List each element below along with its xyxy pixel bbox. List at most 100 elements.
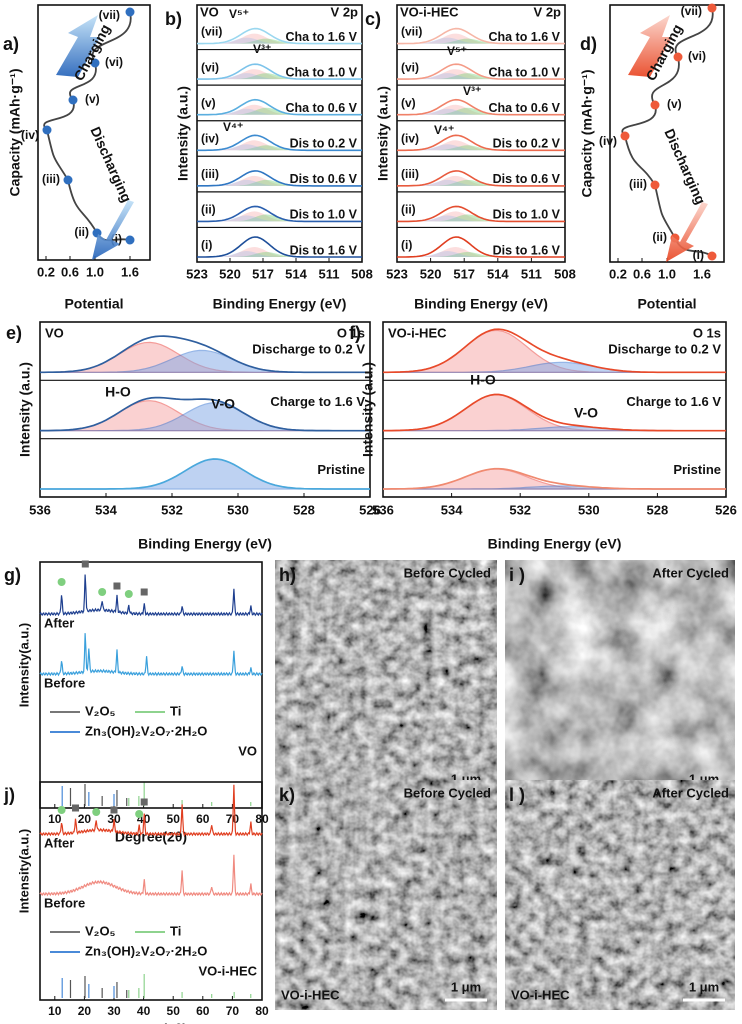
xrd-trace (39, 633, 263, 677)
x-tick-label: 50 (167, 1004, 181, 1018)
row-state: Dis to 1.6 V (290, 243, 358, 257)
x-tick-label: 530 (227, 502, 249, 517)
state-label: (iv) (21, 128, 39, 142)
panel-label: l ) (509, 785, 525, 805)
state-label: (i) (111, 232, 122, 246)
scale-label: 1 μm (451, 979, 481, 994)
fit-peak (397, 252, 565, 257)
trace-label: Before (44, 895, 85, 910)
x-tick-label: 0.2 (37, 264, 55, 279)
x-tick-label: 20 (78, 1004, 92, 1018)
x-tick-label: 532 (161, 502, 183, 517)
trace-label: After (44, 835, 74, 850)
row-state: Dis to 1.0 V (290, 208, 358, 222)
state-label: (v) (85, 92, 100, 106)
phase-marker (140, 798, 148, 806)
x-tick-label: 10 (48, 1004, 62, 1018)
frame (396, 4, 566, 263)
x-axis-label: Potential (637, 296, 696, 312)
x-tick-label: 70 (226, 1004, 240, 1018)
x-tick-label: 20 (78, 812, 92, 826)
phase-marker (110, 806, 118, 814)
x-tick-label: 528 (647, 502, 669, 517)
panel-label: h) (279, 565, 296, 585)
row-index: (iii) (401, 167, 419, 181)
x-tick-label: 0.6 (633, 266, 651, 281)
y-axis-label: Intensity (a.u.) (360, 362, 376, 457)
edge-label: V 2p (331, 4, 359, 19)
spectrum (397, 27, 565, 45)
legend-label: Ti (170, 923, 181, 938)
x-tick-label: 60 (196, 812, 210, 826)
sem-image (275, 780, 497, 1010)
x-tick-label: 511 (521, 266, 542, 281)
row-index: (vii) (201, 25, 222, 39)
spectrum (197, 236, 362, 258)
fit-peak (397, 251, 565, 257)
phase-marker (135, 810, 144, 818)
spectrum (383, 328, 726, 374)
fit-peak (197, 38, 362, 44)
fit-peak (197, 211, 362, 222)
panel-label: b) (165, 9, 182, 29)
row-index: (i) (201, 238, 212, 252)
row-index: (v) (401, 96, 416, 110)
row-state: Dis to 0.2 V (290, 137, 358, 151)
edge-label: O 1s (337, 325, 365, 340)
x-tick-label: 514 (487, 266, 509, 281)
discharging-label: Discharging (661, 126, 709, 206)
x-tick-label: 10 (48, 812, 62, 826)
spectrum (197, 98, 362, 116)
row-state: Dis to 0.6 V (493, 172, 561, 186)
fit-peak (397, 33, 565, 44)
state-point (650, 180, 660, 190)
spectrum (397, 205, 565, 223)
phase-marker (124, 590, 133, 598)
row-index: (i) (401, 238, 412, 252)
panel-label: c) (365, 9, 381, 29)
species-label: V⁴⁺ (434, 123, 454, 137)
x-axis-label: Degree(2θ) (115, 829, 187, 845)
xrd-trace (39, 854, 263, 897)
row-state: Cha to 1.6 V (285, 30, 357, 44)
fit-peak (197, 179, 362, 186)
peak-label: V-O (211, 396, 235, 412)
x-tick-label: 526 (715, 502, 737, 517)
scale-label: 1 μm (689, 979, 719, 994)
fit-peak (397, 145, 565, 151)
fit-peak (397, 73, 565, 80)
phase-marker (98, 588, 107, 596)
fit-peak (397, 107, 565, 115)
trace-label: Before (44, 675, 85, 690)
x-tick-label: 0.2 (609, 266, 627, 281)
x-tick-label: 514 (285, 266, 307, 281)
legend-label: Zn₃(OH)₂V₂O₇·2H₂O (85, 723, 207, 738)
x-axis-label: Binding Energy (eV) (414, 296, 548, 312)
x-tick-label: 511 (319, 266, 340, 281)
state-label: (vi) (105, 55, 123, 69)
row-index: (ii) (401, 203, 416, 217)
x-tick-label: 80 (255, 1004, 269, 1018)
x-tick-label: 526 (359, 502, 381, 517)
fit-peak (397, 247, 565, 257)
x-tick-label: 532 (509, 502, 531, 517)
arrow (628, 15, 672, 77)
fit-peak (197, 108, 362, 115)
x-tick-label: 528 (293, 502, 315, 517)
y-axis-label: Capacity (mAh·g⁻¹) (579, 70, 595, 198)
state-point (90, 58, 100, 68)
fit-peak (197, 175, 362, 186)
state-label: (iv) (599, 134, 617, 148)
row-state: Cha to 0.6 V (488, 101, 560, 115)
x-tick-label: 1.6 (121, 264, 139, 279)
fit-peak (197, 73, 362, 80)
edge-label: O 1s (693, 325, 721, 340)
image-caption: Before Cycled (404, 785, 491, 800)
row-index: (ii) (201, 203, 216, 217)
fit-peak (197, 37, 362, 44)
x-tick-label: 530 (578, 502, 600, 517)
x-tick-label: 50 (167, 812, 181, 826)
fit-peak (397, 175, 565, 186)
fit-peak (397, 211, 565, 222)
frame (382, 321, 727, 498)
